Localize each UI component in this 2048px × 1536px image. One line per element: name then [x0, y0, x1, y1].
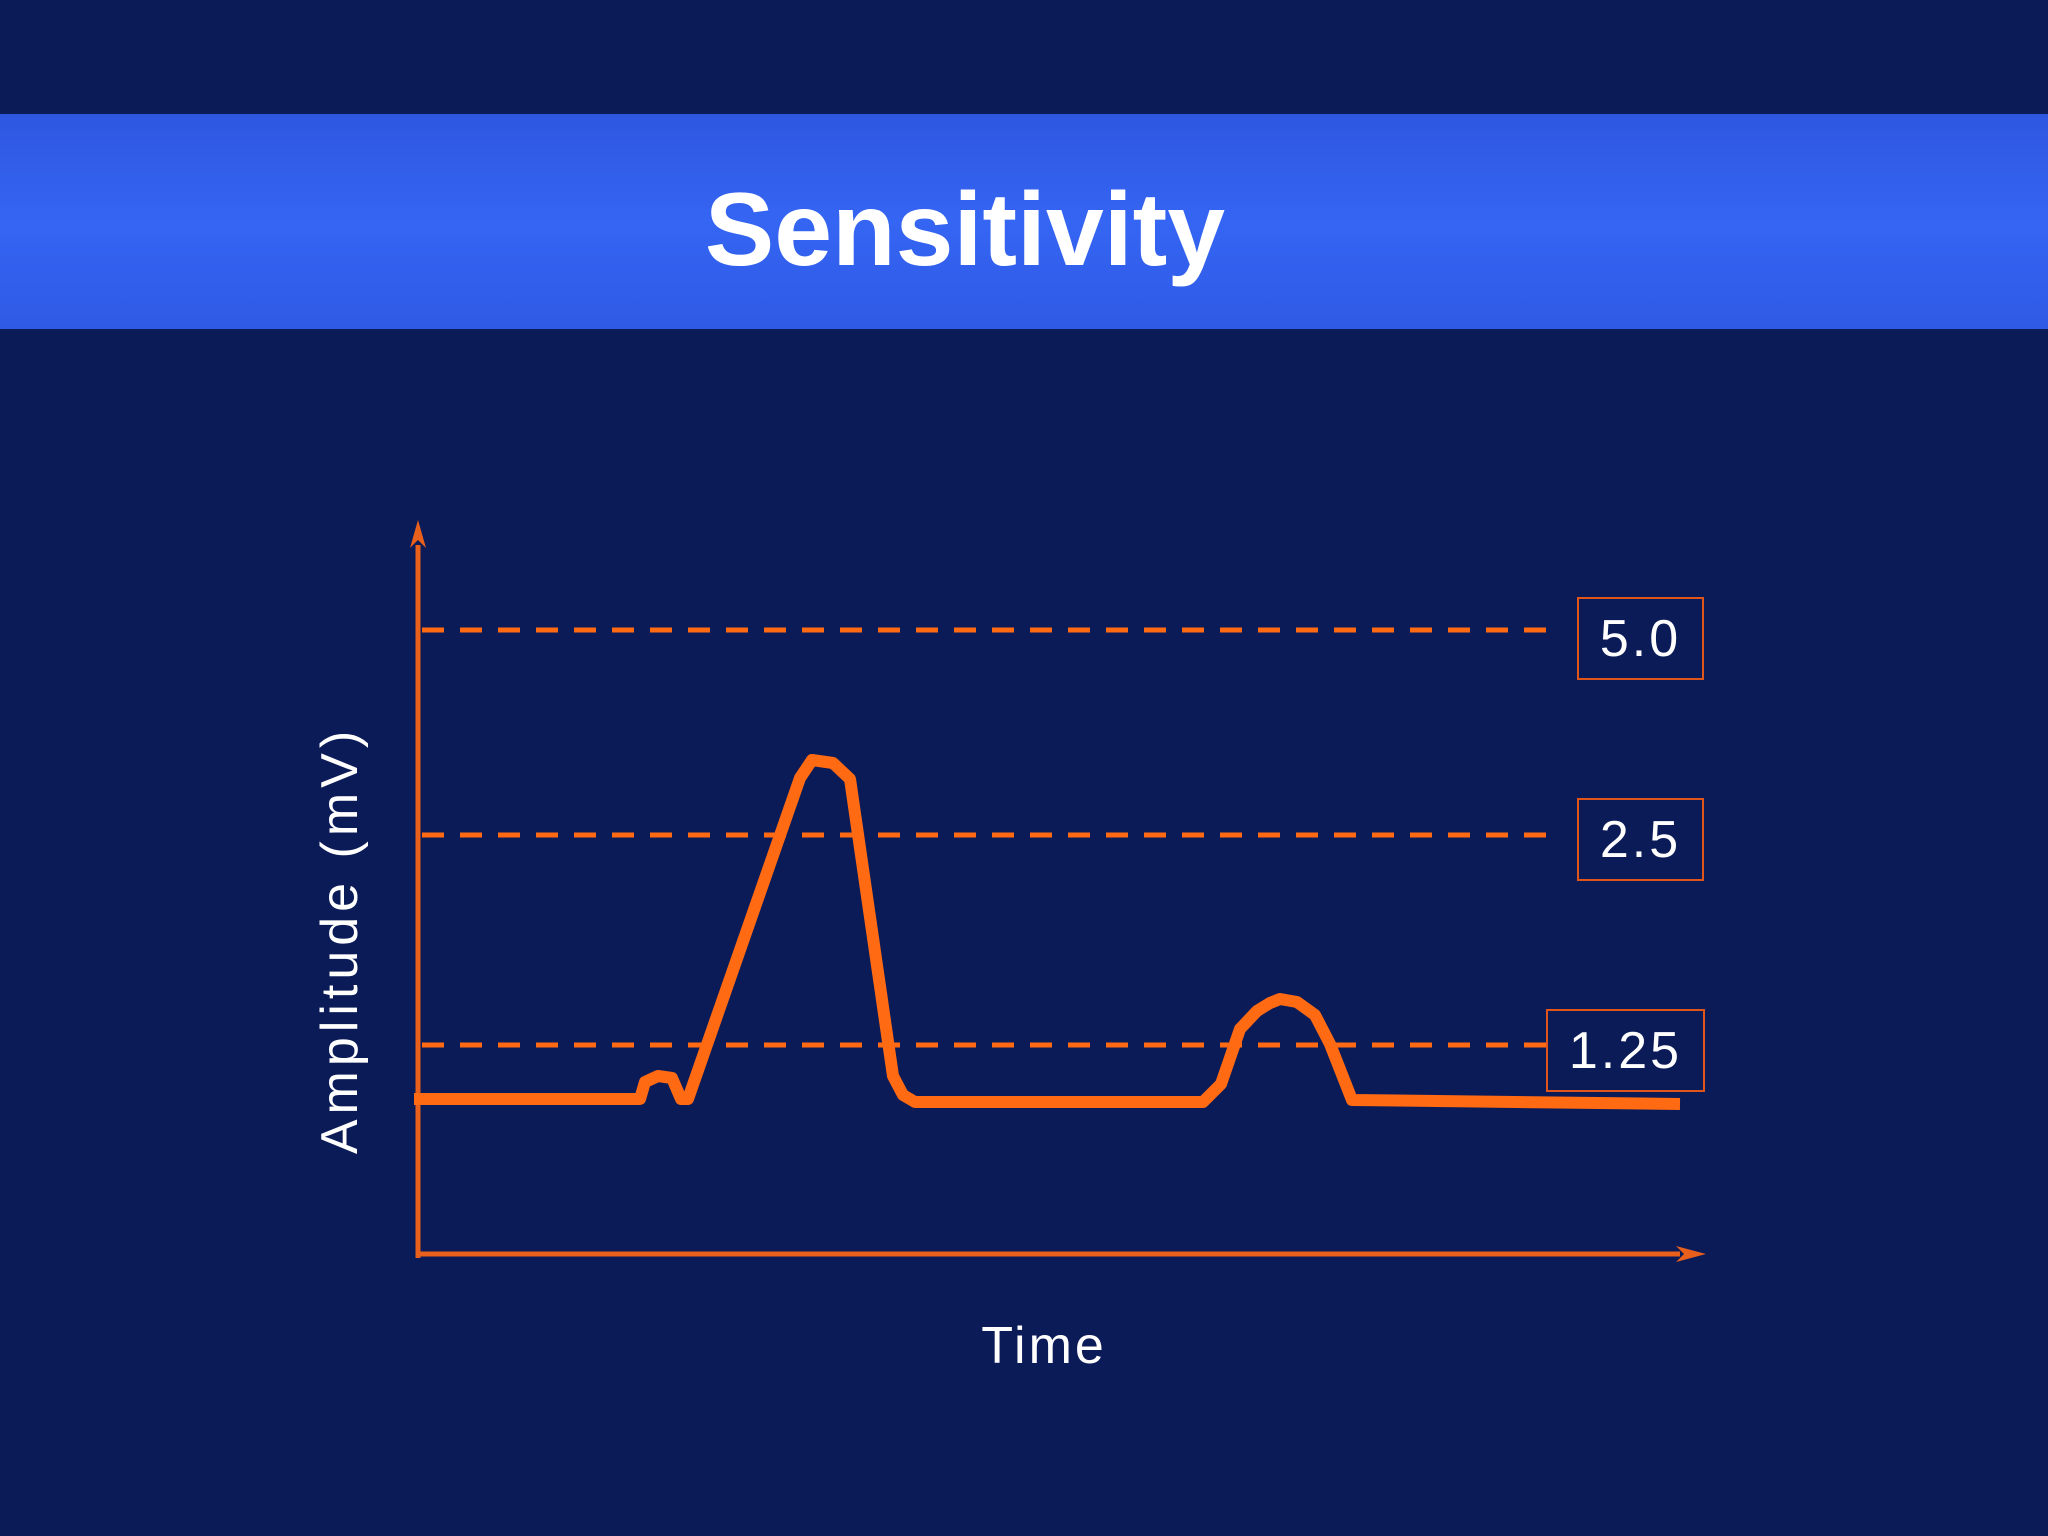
- signal-waveform: [414, 754, 1681, 1110]
- x-axis-label: Time: [981, 1317, 1107, 1375]
- level-label-1-25: 1.25: [1546, 1009, 1705, 1092]
- y-axis-label: Amplitude (mV): [311, 725, 369, 1155]
- level-label-2-5: 2.5: [1577, 798, 1704, 881]
- y-axis-arrowhead: [410, 520, 426, 548]
- slide-title: Sensitivity: [704, 172, 1226, 288]
- x-axis-arrowhead: [1676, 1246, 1706, 1262]
- level-label-5-0: 5.0: [1577, 597, 1704, 680]
- title-band: [0, 114, 2048, 329]
